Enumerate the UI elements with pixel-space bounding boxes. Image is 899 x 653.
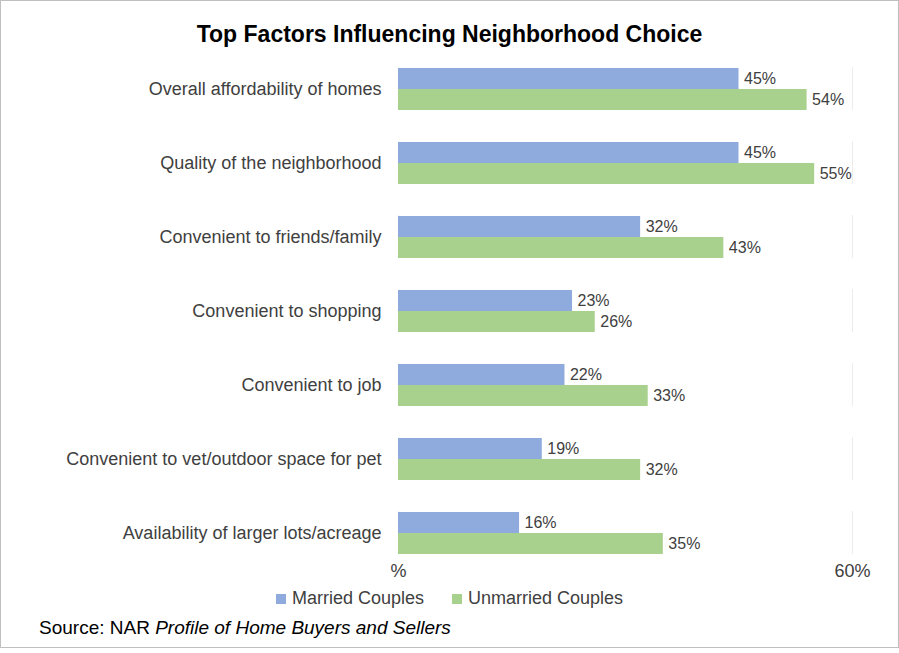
svg-text:Quality of the neighborhood: Quality of the neighborhood	[160, 153, 381, 173]
svg-text:23%: 23%	[578, 292, 610, 309]
svg-text:43%: 43%	[729, 239, 761, 256]
svg-text:32%: 32%	[646, 218, 678, 235]
svg-text:Convenient to vet/outdoor spac: Convenient to vet/outdoor space for pet	[66, 449, 381, 469]
html-text:Source: NAR Profile of Home Bu: Source: NAR Profile of Home Buyers and S…	[39, 617, 451, 638]
html-text:Married Couples: Married Couples	[291, 588, 424, 608]
svg-text:26%: 26%	[600, 313, 632, 330]
svg-text:45%: 45%	[744, 70, 776, 87]
svg-text:54%: 54%	[812, 91, 844, 108]
svg-text:Convenient to friends/family: Convenient to friends/family	[159, 227, 381, 247]
svg-text:60%: 60%	[834, 561, 870, 581]
svg-text:19%: 19%	[547, 440, 579, 457]
svg-text:22%: 22%	[570, 366, 602, 383]
svg-text:%: %	[390, 561, 406, 581]
svg-text:33%: 33%	[653, 387, 685, 404]
svg-text:Overall affordability of homes: Overall affordability of homes	[149, 79, 382, 99]
svg-text:Convenient to job: Convenient to job	[241, 375, 381, 395]
svg-text:Convenient to shopping: Convenient to shopping	[192, 301, 381, 321]
svg-text:16%: 16%	[525, 514, 557, 531]
svg-text:35%: 35%	[668, 535, 700, 552]
svg-text:Availability of larger lots/ac: Availability of larger lots/acreage	[123, 523, 382, 543]
svg-text:55%: 55%	[820, 165, 852, 182]
html-text:Unmarried Couples: Unmarried Couples	[468, 588, 624, 608]
html-text:Top Factors Influencing Neighb: Top Factors Influencing Neighborhood Cho…	[196, 21, 703, 47]
svg-text:45%: 45%	[744, 144, 776, 161]
svg-text:32%: 32%	[646, 461, 678, 478]
